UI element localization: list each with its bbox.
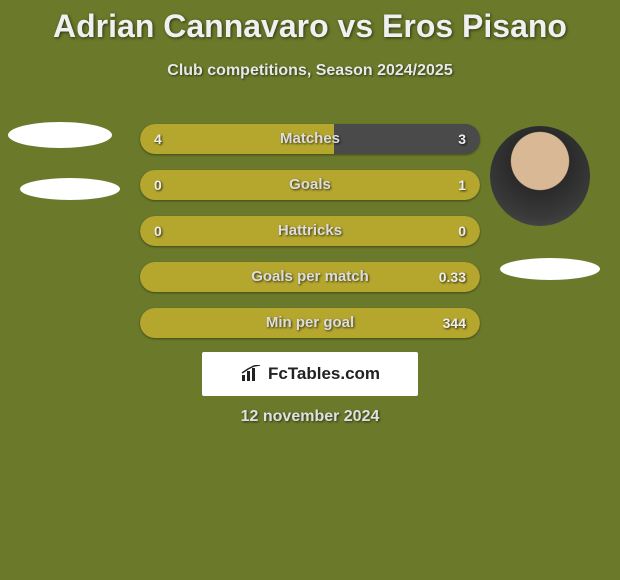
logo-text: FcTables.com — [268, 364, 380, 384]
bar-value-right: 1 — [458, 170, 466, 200]
chart-icon — [240, 365, 262, 383]
subtitle: Club competitions, Season 2024/2025 — [0, 62, 620, 80]
page-title: Adrian Cannavaro vs Eros Pisano — [0, 8, 620, 45]
bar-row: Goals0 1 — [140, 170, 480, 200]
bar-label: Matches — [140, 124, 480, 154]
avatar-right — [490, 126, 590, 226]
name-pill-left — [20, 178, 120, 200]
bar-label: Min per goal — [140, 308, 480, 338]
date-text: 12 november 2024 — [0, 408, 620, 426]
bar-value-left: 0 — [154, 170, 162, 200]
bar-label: Goals — [140, 170, 480, 200]
bar-row: Hattricks0 0 — [140, 216, 480, 246]
bar-value-right: 0 — [458, 216, 466, 246]
name-pill-right — [500, 258, 600, 280]
bar-value-right: 0.33 — [439, 262, 466, 292]
bar-value-left: 0 — [154, 216, 162, 246]
bar-label: Goals per match — [140, 262, 480, 292]
bar-value-right: 344 — [443, 308, 466, 338]
bar-row: Matches4 3 — [140, 124, 480, 154]
comparison-bars: Matches43Goals01Hattricks00Goals per mat… — [140, 124, 480, 354]
bar-value-right: 3 — [458, 124, 466, 154]
bar-value-left: 4 — [154, 124, 162, 154]
avatar-placeholder-left — [8, 122, 112, 148]
logo-box: FcTables.com — [202, 352, 418, 396]
bar-label: Hattricks — [140, 216, 480, 246]
bar-row: Min per goal344 — [140, 308, 480, 338]
bar-row: Goals per match0.33 — [140, 262, 480, 292]
